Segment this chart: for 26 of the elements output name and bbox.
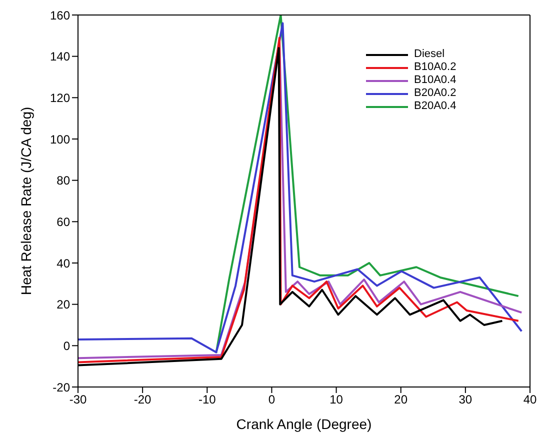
y-tick-label: 0 bbox=[63, 338, 70, 353]
y-tick-label: 100 bbox=[50, 132, 70, 146]
x-tick-label: 20 bbox=[394, 392, 408, 407]
legend-label: B20A0.2 bbox=[414, 87, 456, 100]
y-tick-label: -20 bbox=[52, 380, 70, 394]
y-tick-label: 140 bbox=[50, 50, 70, 64]
y-tick-label: 120 bbox=[50, 90, 70, 105]
y-axis-title: Heat Release Rate (J/CA deg) bbox=[18, 106, 34, 296]
y-tick-label: 160 bbox=[50, 8, 70, 22]
line-series bbox=[215, 15, 520, 354]
x-axis-title: Crank Angle (Degree) bbox=[236, 416, 372, 432]
x-tick-label: 40 bbox=[523, 392, 537, 407]
x-tick-label: -20 bbox=[134, 392, 152, 407]
x-tick-label: 30 bbox=[458, 392, 472, 407]
legend-label: B10A0.4 bbox=[414, 74, 456, 87]
x-tick-label: -30 bbox=[69, 392, 87, 407]
y-tick-label: 20 bbox=[56, 298, 70, 312]
x-tick-label: 0 bbox=[268, 392, 276, 407]
y-tick-label: 40 bbox=[56, 256, 70, 270]
x-tick-label: 10 bbox=[330, 392, 344, 407]
x-tick-label: -10 bbox=[198, 392, 216, 407]
y-tick-label: 60 bbox=[56, 214, 70, 229]
legend-label: B20A0.4 bbox=[414, 100, 456, 113]
legend-label: Diesel bbox=[414, 48, 445, 61]
y-tick-label: 80 bbox=[56, 174, 70, 188]
legend-label: B10A0.2 bbox=[414, 61, 456, 74]
